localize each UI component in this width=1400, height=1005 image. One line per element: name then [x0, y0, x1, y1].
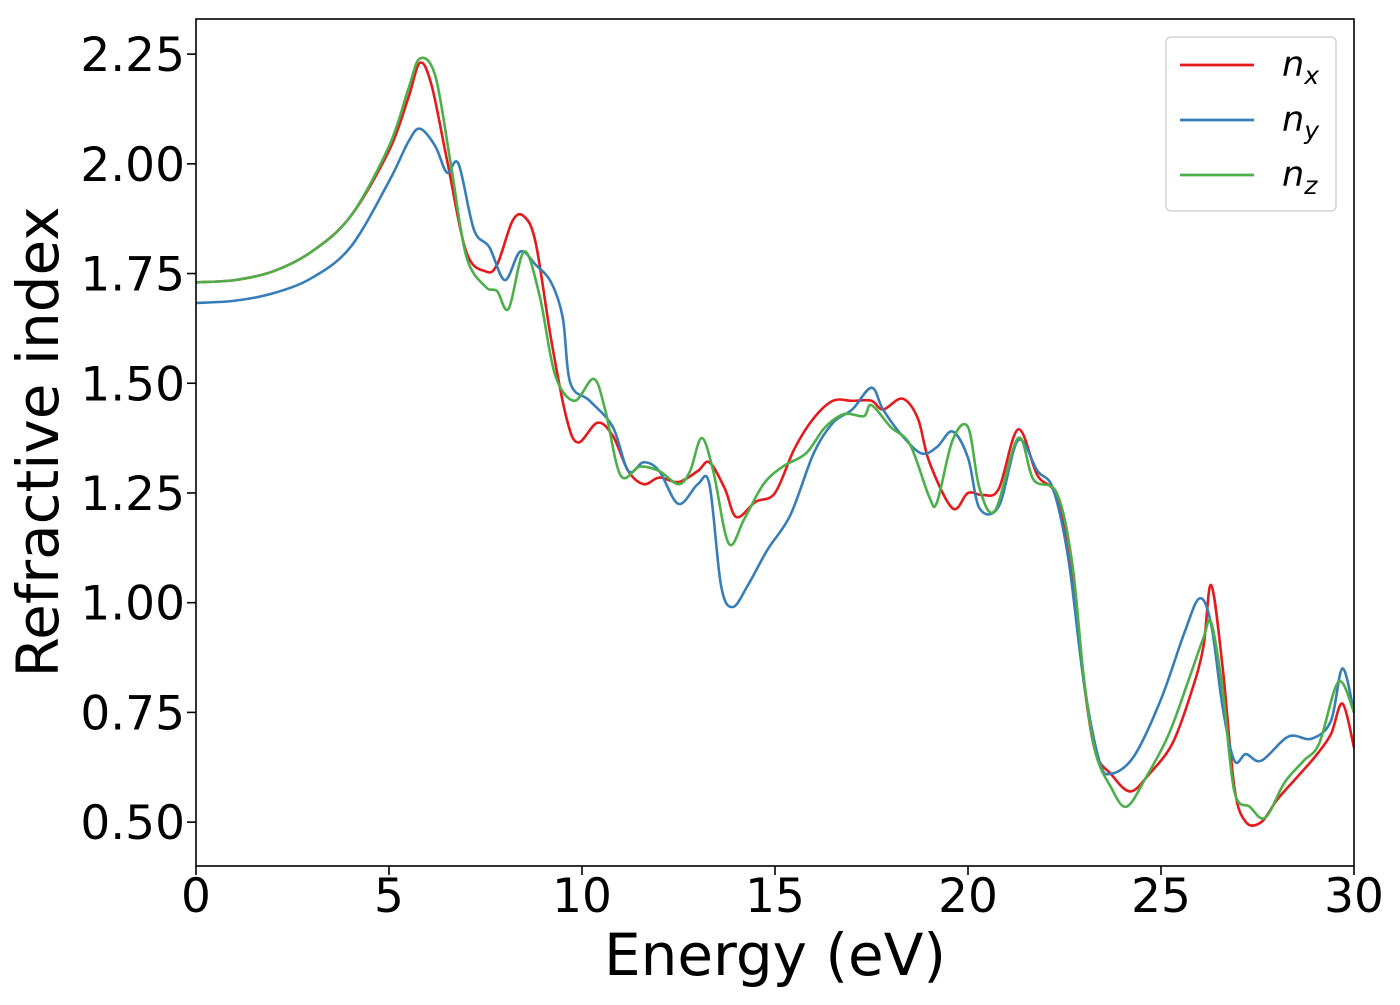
y-axis-title: Refractive index: [4, 206, 72, 677]
y-tick-label: 1.25: [80, 467, 185, 522]
y-tick-label: 0.50: [80, 796, 185, 851]
x-tick-label: 25: [1131, 869, 1191, 924]
y-tick-label: 2.25: [80, 28, 185, 83]
legend-box: [1165, 36, 1337, 212]
x-tick-label: 20: [938, 869, 998, 924]
x-tick-label: 10: [552, 869, 612, 924]
x-axis-title: Energy (eV): [604, 921, 946, 989]
y-tick-label: 0.75: [80, 686, 185, 741]
series-line-ny: [196, 127, 1354, 776]
series-line-nz: [196, 56, 1354, 820]
x-tick-label: 30: [1324, 869, 1384, 924]
y-tick-label: 1.75: [80, 248, 185, 303]
y-tick-label: 1.00: [80, 577, 185, 632]
x-tick-label: 5: [374, 869, 404, 924]
x-tick-label: 15: [745, 869, 805, 924]
series-layer: [196, 56, 1354, 827]
x-axis: 0 5 10 15 20 25 30: [181, 866, 1384, 924]
y-tick-label: 1.50: [80, 357, 185, 412]
y-tick-label: 2.00: [80, 138, 185, 193]
y-axis: 0.50 0.75 1.00 1.25 1.50 1.75 2.00 2.25: [80, 28, 196, 851]
x-tick-label: 0: [181, 869, 211, 924]
